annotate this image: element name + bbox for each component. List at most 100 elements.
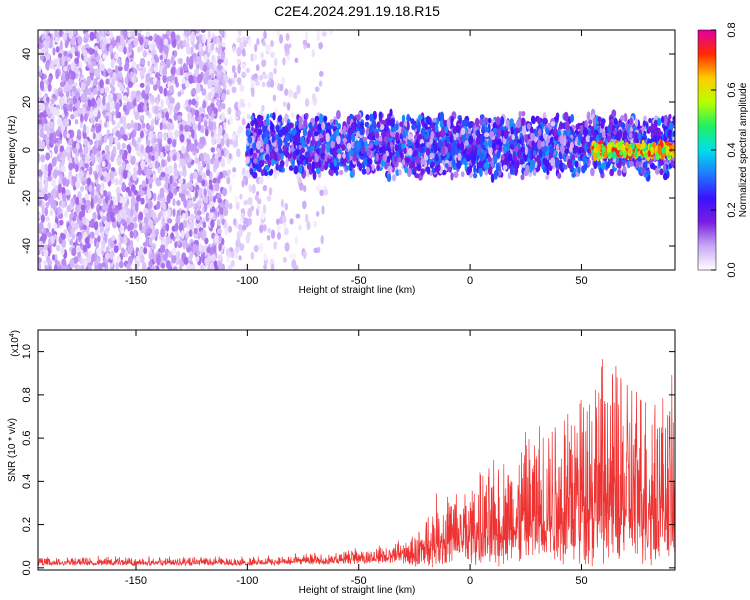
heatmap-cell (122, 196, 128, 203)
heatmap-cell (42, 227, 47, 234)
heatmap-cell (211, 254, 216, 262)
heatmap-cell (132, 172, 137, 182)
heatmap-cell (223, 132, 229, 140)
heatmap-cell (259, 224, 264, 234)
heatmap-cell (231, 65, 236, 73)
heatmap-cell (186, 56, 190, 66)
heatmap-cell (279, 34, 283, 44)
heatmap-cell (83, 145, 89, 155)
heatmap-cell (133, 167, 137, 173)
heatmap-cell (43, 174, 48, 182)
heatmap-cell (54, 145, 59, 155)
heatmap-cell (156, 181, 162, 187)
heatmap-cell (165, 145, 171, 151)
heatmap-cell (104, 222, 110, 229)
heatmap-cell (84, 163, 89, 169)
heatmap-cell (253, 73, 258, 79)
heatmap-cell (94, 45, 99, 52)
heatmap-cell (191, 31, 195, 37)
heatmap-cell (40, 154, 46, 163)
heatmap-cell (66, 132, 70, 139)
heatmap-cell (148, 260, 153, 269)
heatmap-cell (41, 233, 47, 242)
heatmap-cell (50, 97, 55, 105)
heatmap-cell (65, 72, 70, 82)
heatmap-cell (186, 143, 191, 153)
heatmap-cell (44, 125, 49, 132)
heatmap-cell (76, 264, 82, 270)
heatmap-cell (169, 175, 173, 185)
heatmap-cell (197, 74, 203, 84)
heatmap-cell (206, 156, 211, 165)
heatmap-cell (51, 157, 57, 167)
heatmap-cell (211, 97, 215, 104)
heatmap-cell (210, 147, 216, 153)
heatmap-cell (119, 84, 125, 92)
heatmap-cell (96, 151, 101, 159)
heatmap-cell (90, 127, 96, 133)
heatmap-cell (222, 187, 228, 197)
heatmap-cell (254, 194, 259, 201)
heatmap-cell (285, 227, 289, 235)
heatmap-cell (167, 165, 173, 175)
heatmap-cell (84, 155, 89, 165)
heatmap-cell (160, 262, 166, 269)
heatmap-cell (89, 231, 95, 240)
heatmap-cell (59, 40, 63, 51)
heatmap-cell (302, 39, 308, 46)
heatmap-cell (117, 192, 121, 203)
heatmap-cell (73, 44, 79, 54)
heatmap-cell (117, 214, 122, 223)
heatmap-cell (174, 222, 179, 232)
heatmap-cell (172, 181, 178, 188)
heatmap-cell (80, 204, 86, 211)
heatmap-cell (43, 244, 49, 250)
heatmap-cell (159, 210, 163, 217)
heatmap-cell (59, 30, 63, 38)
heatmap-cell (46, 62, 50, 71)
heatmap-cell (179, 133, 185, 143)
heatmap-cell (311, 93, 316, 101)
heatmap-cell (85, 185, 89, 191)
heatmap-cell (123, 63, 129, 72)
heatmap-cell (200, 125, 205, 134)
heatmap-cell (184, 72, 189, 78)
heatmap-cell (38, 104, 41, 111)
heatmap-cell (251, 87, 255, 98)
heatmap-cell (105, 246, 110, 253)
heatmap-cell (254, 43, 258, 53)
heatmap-cell (115, 65, 119, 75)
heatmap-cell (126, 152, 131, 162)
heatmap-cell (144, 232, 149, 239)
heatmap-cell (223, 207, 229, 217)
heatmap-cell (139, 254, 145, 264)
heatmap-cell (166, 121, 172, 131)
heatmap-cell (221, 103, 226, 110)
heatmap-cell (80, 114, 84, 123)
heatmap-cell (38, 249, 41, 256)
heatmap-cell (263, 252, 268, 261)
heatmap-cell (590, 167, 595, 177)
heatmap-cell (273, 241, 278, 250)
heatmap-cell (250, 53, 255, 62)
heatmap-cell (179, 170, 184, 177)
heatmap-cell (69, 202, 73, 209)
heatmap-cell (139, 82, 145, 88)
heatmap-cell (92, 132, 96, 140)
heatmap-cell (266, 80, 272, 88)
heatmap-cell (77, 35, 83, 46)
heatmap-cell (54, 254, 58, 261)
heatmap-cell (198, 60, 205, 70)
heatmap-cell (73, 256, 79, 264)
heatmap-cell (215, 206, 220, 213)
heatmap-cell (450, 172, 454, 181)
heatmap-cell (53, 168, 58, 179)
heatmap-cell (187, 192, 192, 200)
heatmap-cell (60, 265, 66, 270)
heatmap-cell (192, 150, 197, 156)
heatmap-cell (282, 256, 287, 263)
heatmap-cell (233, 72, 238, 79)
heatmap-cell (79, 170, 84, 179)
heatmap-cell (207, 61, 212, 69)
heatmap-cell (349, 170, 354, 179)
